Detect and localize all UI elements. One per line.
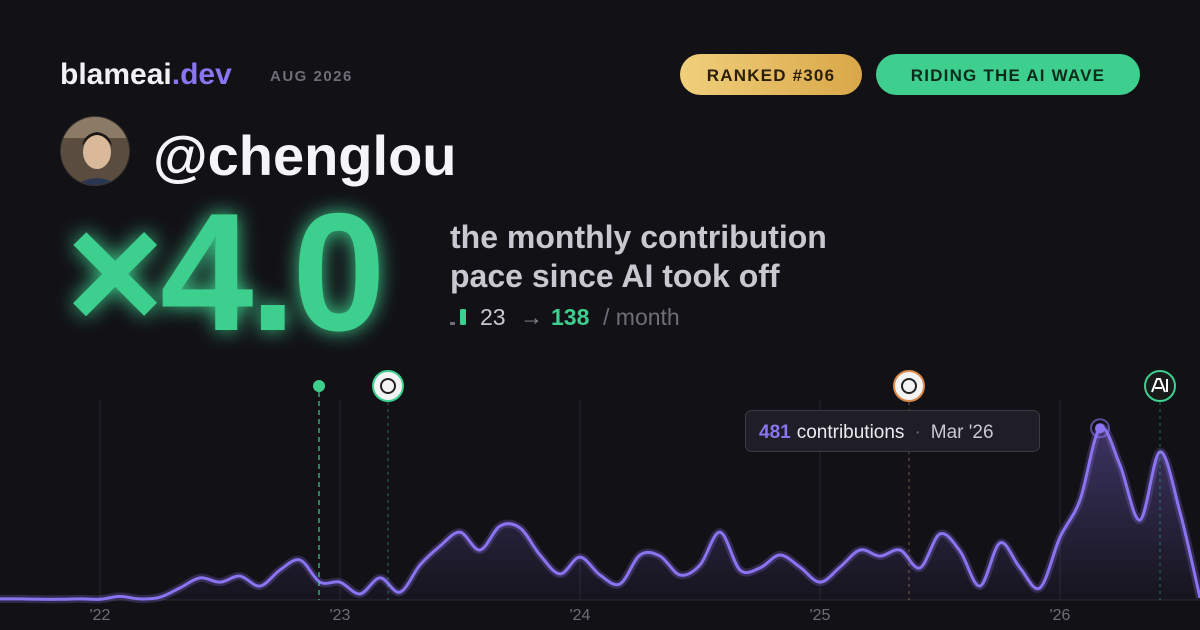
mini-bar: [450, 322, 455, 325]
x-tick-label: '25: [810, 607, 831, 624]
caption-line: the monthly contribution: [450, 219, 827, 255]
brand: blameai.dev: [60, 58, 232, 91]
multiplier: ×4.0: [66, 178, 382, 366]
after-value: 138: [551, 304, 590, 330]
highlight-ring: [1090, 418, 1110, 439]
x-tick-label: '26: [1050, 607, 1071, 624]
status-badge: [876, 54, 1140, 95]
caption-line: pace since AI took off: [450, 258, 780, 294]
date: AUG 2026: [270, 68, 353, 85]
before-value: 23: [480, 304, 506, 330]
event-icon-glyph: [380, 378, 396, 394]
tooltip-label: contributions: [797, 422, 905, 443]
event-icon-glyph: [1151, 378, 1168, 393]
unit: / month: [603, 304, 680, 330]
event-markers: [313, 370, 1176, 600]
area: [0, 427, 1200, 600]
event-dot: [313, 380, 325, 392]
tooltip-date: Mar '26: [931, 422, 994, 443]
mini-bar: [460, 309, 466, 325]
event-icon: [372, 370, 404, 402]
avatar-image: [61, 117, 129, 185]
tooltip-box: [745, 410, 1040, 452]
rank-badge: [680, 54, 862, 95]
line: [0, 425, 1200, 601]
tooltip: 481 contributions · Mar '26: [745, 410, 1040, 452]
brand-suffix: .dev: [172, 58, 232, 91]
tooltip-value: 481: [759, 422, 791, 443]
brand-name: blameai: [60, 58, 172, 91]
x-tick-label: '24: [570, 607, 591, 624]
status-badge-text: RIDING THE AI WAVE: [911, 66, 1105, 85]
arrow: →: [520, 304, 543, 330]
event-icon: [893, 370, 925, 402]
rank-badge-text: RANKED #306: [707, 66, 835, 85]
highlight-point: [1095, 423, 1105, 434]
x-tick-label: '22: [90, 607, 111, 624]
handle: @chenglou: [153, 124, 457, 187]
x-tick-label: '23: [330, 607, 351, 624]
tooltip-text: 481 contributions · Mar '26: [759, 422, 994, 443]
event-icon-glyph: [901, 378, 917, 394]
event-icon: [1144, 370, 1176, 402]
